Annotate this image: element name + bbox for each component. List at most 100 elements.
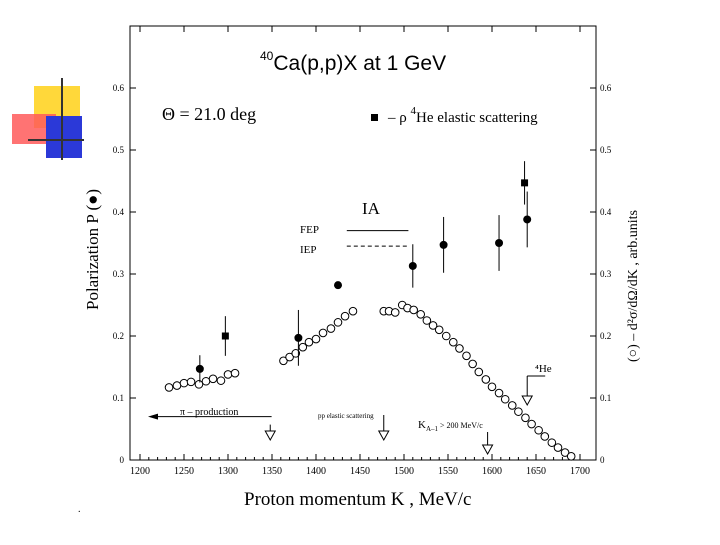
cross-section-point [428,321,438,330]
cross-section-point [208,374,218,384]
cross-section-point [409,305,418,315]
legend-label-sup: 4 [411,105,417,117]
y-tick-label: 0.3 [113,269,125,279]
fep-label: FEP [300,224,319,236]
legend: – ρ 4He elastic scattering [371,105,538,126]
cross-section-point [333,318,343,327]
y-tick-label: 0.5 [113,145,125,155]
cross-section-point [230,368,240,378]
x-tick-label: 1450 [350,466,370,477]
cross-section-point [540,432,550,441]
k-threshold-label: KA–1 > 200 MeV/c [418,419,483,433]
cross-section-point [487,382,497,392]
polarization-point [495,239,504,247]
polarization-point [523,215,532,224]
pp-elastic-label: pp elastic scattering [318,412,374,420]
cross-section-point [311,334,321,344]
polarization-point [439,240,448,249]
cross-section-point [527,419,536,429]
x-tick-label: 1500 [394,466,414,477]
x-tick-label: 1300 [218,466,238,477]
cross-section-point [285,352,294,362]
x-tick-label: 1650 [526,466,546,477]
chart-title-text: Ca(p,p)X at 1 GeV [273,52,446,75]
x-tick-label: 1600 [482,466,502,477]
cross-section-point [455,344,464,353]
cross-section-point [560,448,570,457]
pi-production-arrow-head [148,413,158,420]
cross-section-point [434,325,444,335]
cross-section-point [304,337,314,347]
cross-section-point [186,377,196,387]
cross-section-point [521,413,530,423]
cross-section-point [340,311,350,321]
cross-section-point [462,351,471,361]
cross-section-point [216,376,226,385]
legend-label-prefix: – ρ [387,110,407,126]
y-tick-label-right: 0.4 [600,207,612,217]
cross-section-point [223,370,233,379]
y-tick-label: 0 [120,455,125,465]
x-tick-label: 1350 [262,466,282,477]
cross-section-point [547,438,557,447]
chart-title-superscript: 40 [260,49,274,63]
k-threshold-rest: > 200 MeV/c [438,421,483,430]
he4-label: ⁴He [535,363,552,375]
polarization-point [294,333,303,342]
legend-label-rest: He elastic scattering [416,110,538,126]
y-tick-label-right: 0.6 [600,83,612,93]
y-tick-label-right: 0.1 [600,393,611,403]
cross-section-point [553,443,563,452]
y-tick-label-right: 0.5 [600,145,612,155]
k-threshold-arrow [481,444,494,456]
he4-arrow [521,395,534,407]
x-tick-label: 1250 [174,466,194,477]
cross-section-point [448,337,458,347]
deco-blue-square [46,116,82,158]
stray-dot: . [78,504,81,515]
cross-section-point [201,376,211,386]
polarization-point [334,281,342,290]
cross-section-point [179,378,189,388]
legend-square-marker [371,114,378,121]
x-tick-label: 1550 [438,466,458,477]
he4-point [521,179,529,187]
cross-section-point [348,306,358,316]
y-tick-label: 0.2 [113,331,124,341]
polarization-point [408,261,417,270]
cross-section-point [318,328,328,338]
cross-section-point [494,388,504,398]
cross-section-point [474,367,484,377]
data-marks [164,161,576,461]
x-tick-label: 1200 [130,466,150,477]
polarization-point [195,364,204,373]
angle-label: Θ = 21.0 deg [162,104,256,124]
pi-production-label: π – production [180,407,238,418]
cross-section-point [500,394,510,404]
y-tick-label-right: 0.2 [600,331,611,341]
pp-elastic-arrow [377,430,390,442]
cross-section-point [534,425,543,435]
y-tick-label-right: 0.3 [600,269,612,279]
axis-ticks: 1200 1250 1300 1350 1400 1450 1500 1550 1600 1650… [113,26,612,477]
plot-frame [129,25,597,461]
iep-label: IEP [300,244,317,256]
cross-section-point [416,310,426,319]
cross-section-point [326,324,336,333]
k-threshold-sub: A–1 [426,425,439,433]
cross-section-point [298,342,308,352]
cross-section-point [507,401,517,410]
x-axis-label: Proton momentum K , MeV/c [244,489,471,510]
x-tick-label: 1700 [570,466,590,477]
y-tick-label: 0.4 [113,207,125,217]
x-tick-label: 1400 [306,466,326,477]
cross-section-point [514,407,523,416]
cross-section-point [441,331,451,341]
cross-section-point [194,380,204,389]
cross-section-point [164,383,174,392]
cross-section-point [481,375,491,384]
cross-section-point [566,451,576,461]
ia-label: IA [362,199,381,218]
y-axis-label-right: (○) – d²σ/dΩ/dK , arb.units [626,210,641,362]
